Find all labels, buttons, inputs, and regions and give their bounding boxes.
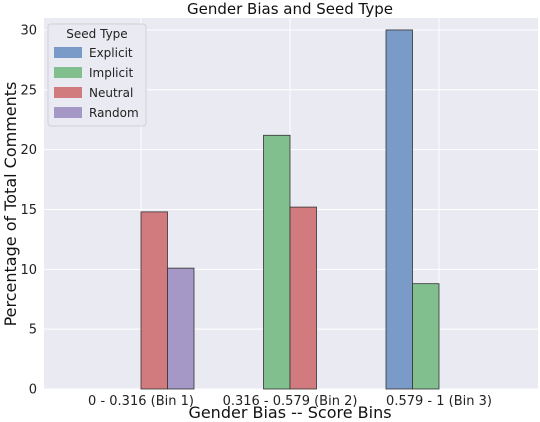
legend-swatch-explicit xyxy=(54,47,82,58)
legend-items: Explicit Implicit Neutral Random xyxy=(54,46,139,120)
legend-title: Seed Type xyxy=(66,27,127,41)
bar-neutral-1 xyxy=(140,211,168,390)
y-tick-label: 5 xyxy=(29,323,37,338)
y-axis-title: Percentage of Total Comments xyxy=(1,82,20,327)
bar-implicit-2 xyxy=(263,134,291,390)
y-tick-label: 30 xyxy=(20,23,37,38)
legend-swatch-random xyxy=(54,107,82,118)
legend-label-random: Random xyxy=(89,106,139,120)
legend-label-neutral: Neutral xyxy=(89,86,133,100)
legend-label-implicit: Implicit xyxy=(89,66,133,80)
bar-random-1 xyxy=(167,267,195,390)
x-tick-label: 0.316 - 0.579 (Bin 2) xyxy=(223,394,358,409)
chart-title: Gender Bias and Seed Type xyxy=(187,0,393,18)
x-tick-label: 0 - 0.316 (Bin 1) xyxy=(88,394,194,409)
x-axis-ticks: 0 - 0.316 (Bin 1) 0.316 - 0.579 (Bin 2) 0.… xyxy=(88,394,492,409)
x-tick-label: 0.579 - 1 (Bin 3) xyxy=(386,394,492,409)
bar-neutral-2 xyxy=(289,206,317,390)
y-axis-ticks: 0 5 10 15 20 25 30 xyxy=(20,23,37,397)
bar-explicit-3 xyxy=(385,29,413,390)
bars xyxy=(140,29,440,390)
legend-label-explicit: Explicit xyxy=(89,46,133,60)
legend-swatch-neutral xyxy=(54,87,82,98)
legend: Seed Type Explicit Implicit Neutral Random xyxy=(47,23,147,127)
y-tick-label: 10 xyxy=(20,263,37,278)
bar-implicit-3 xyxy=(412,283,440,390)
y-tick-label: 0 xyxy=(29,383,37,398)
y-tick-label: 25 xyxy=(20,83,37,98)
y-tick-label: 20 xyxy=(20,143,37,158)
legend-swatch-implicit xyxy=(54,67,82,78)
y-tick-label: 15 xyxy=(20,203,37,218)
x-axis-title: Gender Bias -- Score Bins xyxy=(188,403,391,422)
